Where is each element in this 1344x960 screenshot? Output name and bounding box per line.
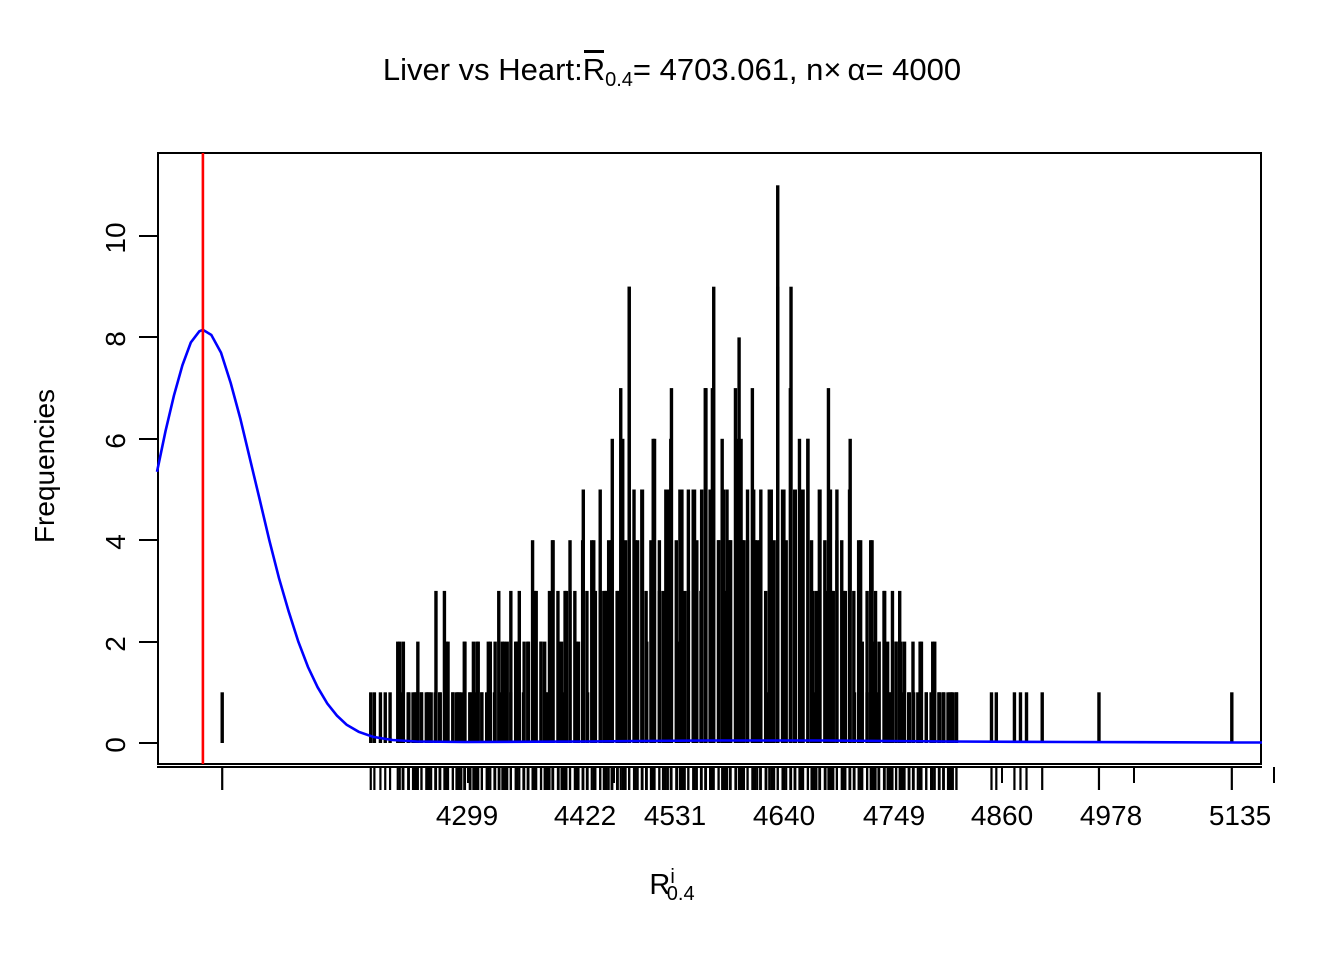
x-label-subscript: 0.4: [666, 883, 695, 905]
x-tick-label-4531: 4531: [643, 800, 707, 831]
y-tick-mark-6: [139, 438, 157, 440]
multiply-icon: ×: [823, 52, 842, 87]
x-tick-label-4978: 4978: [1079, 800, 1143, 831]
x-label-symbol: R: [649, 869, 671, 901]
x-tick-label-4640: 4640: [752, 800, 816, 831]
x-tick-label-5135: 5135: [1208, 800, 1272, 831]
x-tick-mark-4299: [467, 767, 469, 783]
y-tick-label-6: 6: [100, 433, 131, 449]
y-axis-label: Frequencies: [29, 388, 60, 544]
x-tick-label-4860: 4860: [970, 800, 1034, 831]
x-tick-mark-4749: [1001, 767, 1003, 783]
x-axis-label: Ri0.4: [0, 866, 1344, 906]
y-tick-label-4: 4: [100, 534, 131, 550]
rug-plot: [221, 768, 1233, 790]
overbar: [583, 50, 605, 53]
title-prefix: Liver vs Heart:: [382, 52, 583, 87]
y-tick-label-0: 0: [100, 737, 131, 753]
y-tick-label-2: 2: [100, 636, 131, 652]
alpha-symbol: α: [847, 52, 866, 87]
x-tick-mark-4640: [872, 767, 874, 783]
plot-title: Liver vs Heart: R0.4 = 4703.061, n × α = …: [0, 50, 1344, 92]
x-tick-mark-4978: [1273, 767, 1275, 783]
y-tick-mark-0: [139, 742, 157, 744]
title-equals-mean: = 4703.061, n: [632, 52, 824, 87]
y-tick-label-10: 10: [100, 222, 131, 254]
x-axis-line: [157, 766, 1262, 768]
x-tick-label-4299: 4299: [435, 800, 499, 831]
x-label-superscript: i: [670, 866, 675, 888]
y-tick-mark-4: [139, 539, 157, 541]
x-tick-mark-4422: [613, 767, 615, 783]
r-letter: R: [582, 52, 606, 87]
r-bar-subscript: 0.4: [605, 69, 633, 91]
title-equals-n-alpha: = 4000: [865, 52, 962, 87]
x-tick-mark-4531: [742, 767, 744, 783]
y-tick-mark-2: [139, 641, 157, 643]
y-tick-label-8: 8: [100, 331, 131, 347]
y-tick-mark-8: [139, 336, 157, 338]
x-tick-label-4749: 4749: [862, 800, 926, 831]
y-tick-mark-10: [139, 235, 157, 237]
r-bar-symbol: R: [582, 50, 606, 88]
x-tick-mark-4860: [1133, 767, 1135, 783]
x-tick-label-4422: 4422: [553, 800, 617, 831]
plot-frame: [157, 152, 1262, 765]
